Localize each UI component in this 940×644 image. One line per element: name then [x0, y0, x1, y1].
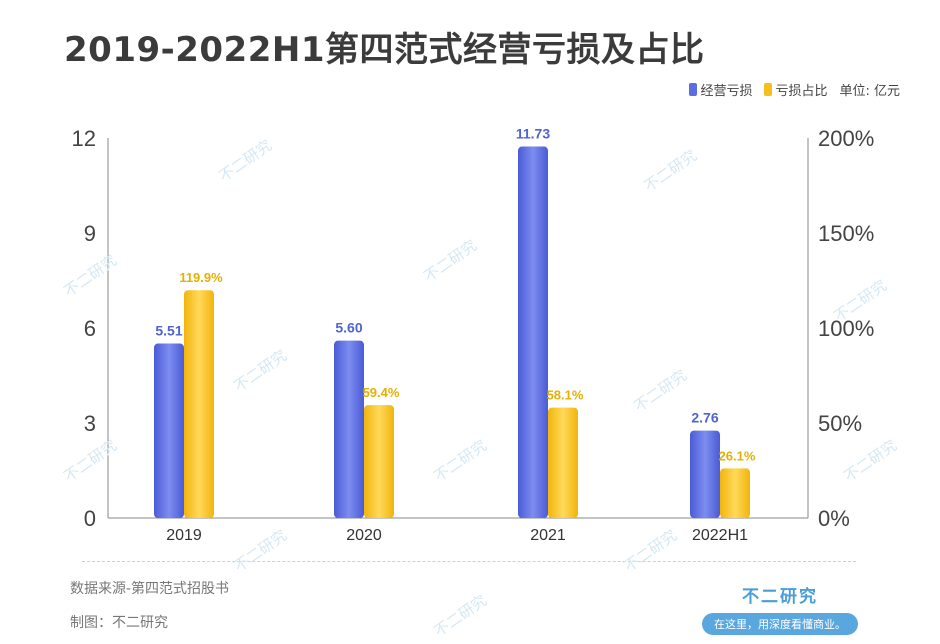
y-tick-label-left: 0	[84, 506, 96, 531]
x-tick-label: 2020	[346, 527, 382, 544]
y-tick-label-right: 100%	[818, 316, 874, 341]
x-tick-label: 2022H1	[692, 527, 748, 544]
data-label-loss: 5.60	[335, 320, 362, 336]
footer-divider	[82, 561, 856, 562]
bar-ratio	[548, 407, 578, 518]
bar-ratio	[364, 405, 394, 518]
bar-loss	[690, 430, 720, 518]
bar-ratio	[184, 290, 214, 518]
bar-loss	[154, 343, 184, 518]
data-source: 数据来源-第四范式招股书	[70, 581, 230, 597]
y-tick-label-right: 0%	[818, 506, 850, 531]
chart-title: 2019-2022H1第四范式经营亏损及占比	[64, 30, 705, 70]
x-tick-label: 2019	[166, 527, 202, 544]
legend-label-ratio: 亏损占比	[775, 84, 828, 99]
y-tick-label-right: 200%	[818, 126, 874, 151]
data-label-ratio: 59.4%	[363, 385, 400, 400]
data-label-ratio: 119.9%	[179, 270, 223, 285]
unit-label: 单位: 亿元	[839, 84, 900, 99]
chart-credit: 制图：不二研究	[70, 615, 168, 631]
bar-ratio	[720, 468, 750, 518]
data-label-loss: 2.76	[691, 410, 718, 426]
y-tick-label-left: 6	[84, 316, 96, 341]
legend-item-ratio: 亏损占比	[764, 80, 827, 99]
brand-name: 不二研究	[742, 587, 818, 607]
legend-swatch-loss	[689, 83, 698, 96]
brand-slogan: 在这里，用深度看懂商业。	[702, 613, 858, 635]
data-label-loss: 11.73	[516, 126, 550, 142]
data-label-loss: 5.51	[155, 323, 182, 339]
x-tick-label: 2021	[530, 527, 566, 544]
y-tick-label-left: 9	[84, 221, 96, 246]
bar-loss	[334, 340, 364, 518]
y-tick-label-left: 3	[84, 411, 96, 436]
y-tick-label-right: 150%	[818, 221, 874, 246]
legend: 经营亏损 亏损占比 单位: 亿元	[689, 80, 900, 99]
brand-badge: 不二研究 在这里，用深度看懂商业。	[700, 582, 860, 635]
data-label-ratio: 26.1%	[719, 448, 756, 463]
legend-item-loss: 经营亏损	[689, 80, 752, 99]
data-label-ratio: 58.1%	[547, 388, 584, 403]
y-tick-label-right: 50%	[818, 411, 862, 436]
bar-loss	[518, 146, 548, 519]
y-tick-label-left: 12	[72, 126, 96, 151]
legend-swatch-ratio	[764, 83, 773, 96]
legend-label-loss: 经营亏损	[700, 84, 753, 99]
